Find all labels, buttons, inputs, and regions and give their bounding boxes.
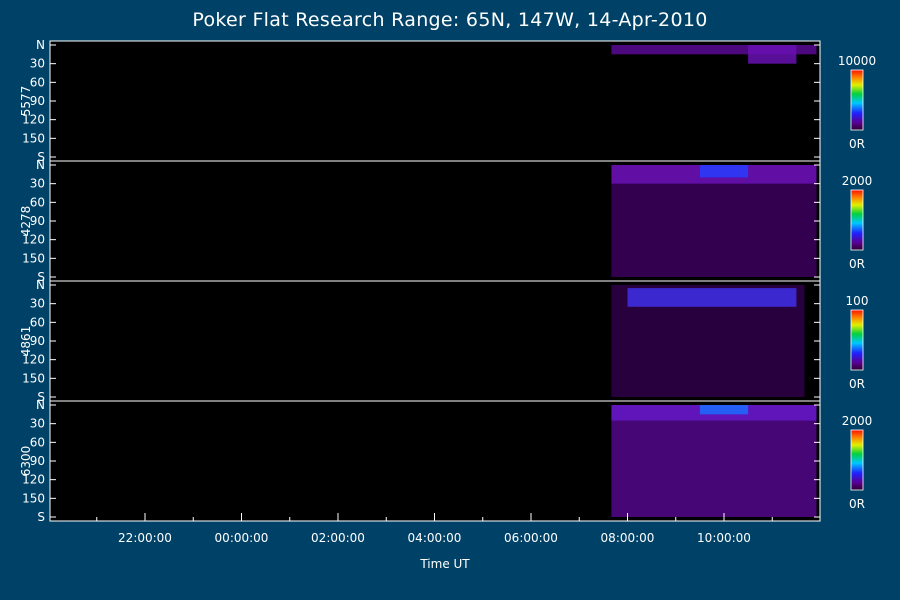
y-tick-label: 60	[30, 315, 45, 329]
y-tick-label: N	[36, 158, 45, 172]
y-tick-label: 150	[22, 491, 45, 505]
x-tick-label: 00:00:00	[215, 531, 269, 545]
y-tick-label: S	[37, 150, 45, 164]
emission-band	[611, 405, 817, 517]
y-tick-label: 30	[30, 177, 45, 191]
chart-title: Poker Flat Research Range: 65N, 147W, 14…	[192, 9, 708, 31]
colorbar-max-label: 2000	[842, 174, 873, 188]
y-tick-label: 90	[30, 334, 45, 348]
y-tick-label: 120	[22, 113, 45, 127]
y-tick-label: 150	[22, 251, 45, 265]
y-tick-label: 30	[30, 417, 45, 431]
y-tick-label: 150	[22, 371, 45, 385]
emission-band	[699, 405, 749, 415]
y-tick-label: 30	[30, 57, 45, 71]
y-tick-label: S	[37, 510, 45, 524]
y-tick-label: 60	[30, 195, 45, 209]
panel-6300: N 30 60 90 120 150 S 6300 2000 0R	[19, 398, 872, 524]
y-tick-label: S	[37, 270, 45, 284]
y-tick-label: 90	[30, 454, 45, 468]
emission-band	[627, 288, 797, 307]
y-tick-label: 60	[30, 435, 45, 449]
colorbar-min-label: 0R	[849, 137, 865, 151]
colorbar	[850, 189, 864, 251]
y-tick-label: 120	[22, 353, 45, 367]
colorbar-max-label: 2000	[842, 414, 873, 428]
colorbar	[850, 69, 864, 131]
panel-4278: N 30 60 90 120 150 S 4278 2000 0R	[19, 158, 872, 284]
y-tick-label: N	[36, 398, 45, 412]
x-tick-label: 02:00:00	[311, 531, 365, 545]
y-tick-label: N	[36, 278, 45, 292]
emission-band	[748, 45, 797, 64]
x-tick-label: 10:00:00	[697, 531, 751, 545]
colorbar	[850, 309, 864, 371]
emission-band	[611, 45, 817, 55]
y-tick-label: 90	[30, 214, 45, 228]
x-tick-label: 08:00:00	[601, 531, 655, 545]
panel-label: 6300	[19, 446, 33, 477]
panel-5577: N 30 60 90 120 150 S 5577 10000 0R	[19, 38, 876, 164]
panel-label: 4278	[19, 206, 33, 237]
colorbar-min-label: 0R	[849, 257, 865, 271]
y-tick-label: 120	[22, 473, 45, 487]
panel-label: 5577	[19, 86, 33, 117]
colorbar	[850, 429, 864, 491]
x-tick-label: 04:00:00	[408, 531, 462, 545]
x-tick-label: 22:00:00	[118, 531, 172, 545]
y-tick-label: S	[37, 390, 45, 404]
y-tick-label: 30	[30, 297, 45, 311]
colorbar-max-label: 10000	[838, 54, 876, 68]
y-tick-label: 150	[22, 131, 45, 145]
panel-4861: N 30 60 90 120 150 S 4861 100 0R	[19, 278, 868, 404]
y-tick-label: 90	[30, 94, 45, 108]
x-axis-label: Time UT	[419, 557, 470, 571]
panel-background	[50, 41, 820, 161]
y-tick-label: 120	[22, 233, 45, 247]
panel-label: 4861	[19, 326, 33, 357]
colorbar-min-label: 0R	[849, 497, 865, 511]
y-tick-label: 60	[30, 75, 45, 89]
x-tick-label: 06:00:00	[504, 531, 558, 545]
colorbar-min-label: 0R	[849, 377, 865, 391]
colorbar-max-label: 100	[846, 294, 869, 308]
y-tick-label: N	[36, 38, 45, 52]
emission-band	[699, 165, 749, 178]
